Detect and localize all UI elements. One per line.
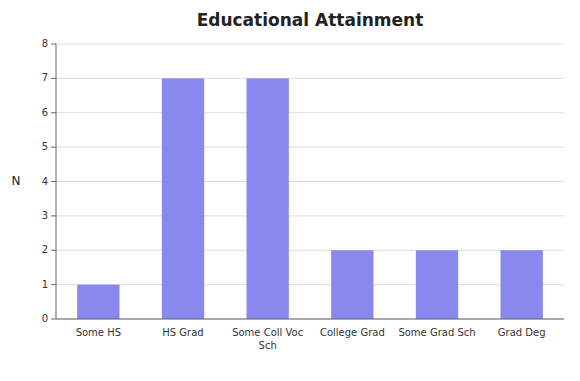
- grid-line: [56, 147, 564, 148]
- bar: [501, 250, 543, 319]
- y-tick-label: 2: [42, 244, 48, 255]
- y-axis-label: N: [12, 174, 21, 188]
- bar: [331, 250, 373, 319]
- grid-line: [56, 112, 564, 113]
- grid-line: [56, 44, 564, 45]
- x-axis-line: [56, 319, 564, 320]
- y-tick-label: 0: [42, 313, 48, 324]
- y-tick: [51, 112, 56, 113]
- grid-line: [56, 319, 564, 320]
- y-tick: [51, 147, 56, 148]
- chart-svg: Educational Attainment N 0 1 2 3 4 5 6 7 8 Some HS H…: [0, 0, 580, 381]
- bar: [247, 78, 289, 319]
- y-ticks: 0 1 2 3 4 5 6 7 8: [42, 38, 56, 324]
- grid-line: [56, 181, 564, 182]
- bar: [77, 285, 119, 319]
- grid-line: [56, 284, 564, 285]
- y-tick-label: 1: [42, 279, 48, 290]
- bar: [416, 250, 458, 319]
- x-tick-label: Grad Deg: [498, 327, 546, 338]
- grid-line: [56, 250, 564, 251]
- y-tick: [51, 319, 56, 320]
- y-tick: [51, 44, 56, 45]
- bars: [77, 78, 543, 319]
- x-tick-label: Some Grad Sch: [398, 327, 475, 338]
- grid-line: [56, 78, 564, 79]
- y-axis-line: [56, 44, 57, 319]
- x-tick-label: HS Grad: [162, 327, 203, 338]
- chart-title: Educational Attainment: [197, 10, 424, 30]
- x-tick-label: Some HS: [76, 327, 121, 338]
- y-tick-label: 5: [42, 141, 48, 152]
- y-tick-label: 7: [42, 72, 48, 83]
- grid-line: [56, 215, 564, 216]
- x-tick-label: Some Coll VocSch: [232, 327, 303, 351]
- y-grid: [56, 44, 564, 319]
- y-tick: [51, 78, 56, 79]
- chart-container: Educational Attainment N 0 1 2 3 4 5 6 7 8 Some HS H…: [0, 0, 580, 381]
- y-tick-label: 4: [42, 176, 48, 187]
- bar: [162, 78, 204, 319]
- x-tick-label: College Grad: [320, 327, 385, 338]
- y-tick: [51, 181, 56, 182]
- y-tick: [51, 284, 56, 285]
- y-tick: [51, 250, 56, 251]
- x-ticks: Some HS HS Grad Some Coll VocSch College Gr…: [76, 327, 546, 351]
- y-tick-label: 6: [42, 107, 48, 118]
- y-tick-label: 8: [42, 38, 48, 49]
- y-tick: [51, 215, 56, 216]
- y-tick-label: 3: [42, 210, 48, 221]
